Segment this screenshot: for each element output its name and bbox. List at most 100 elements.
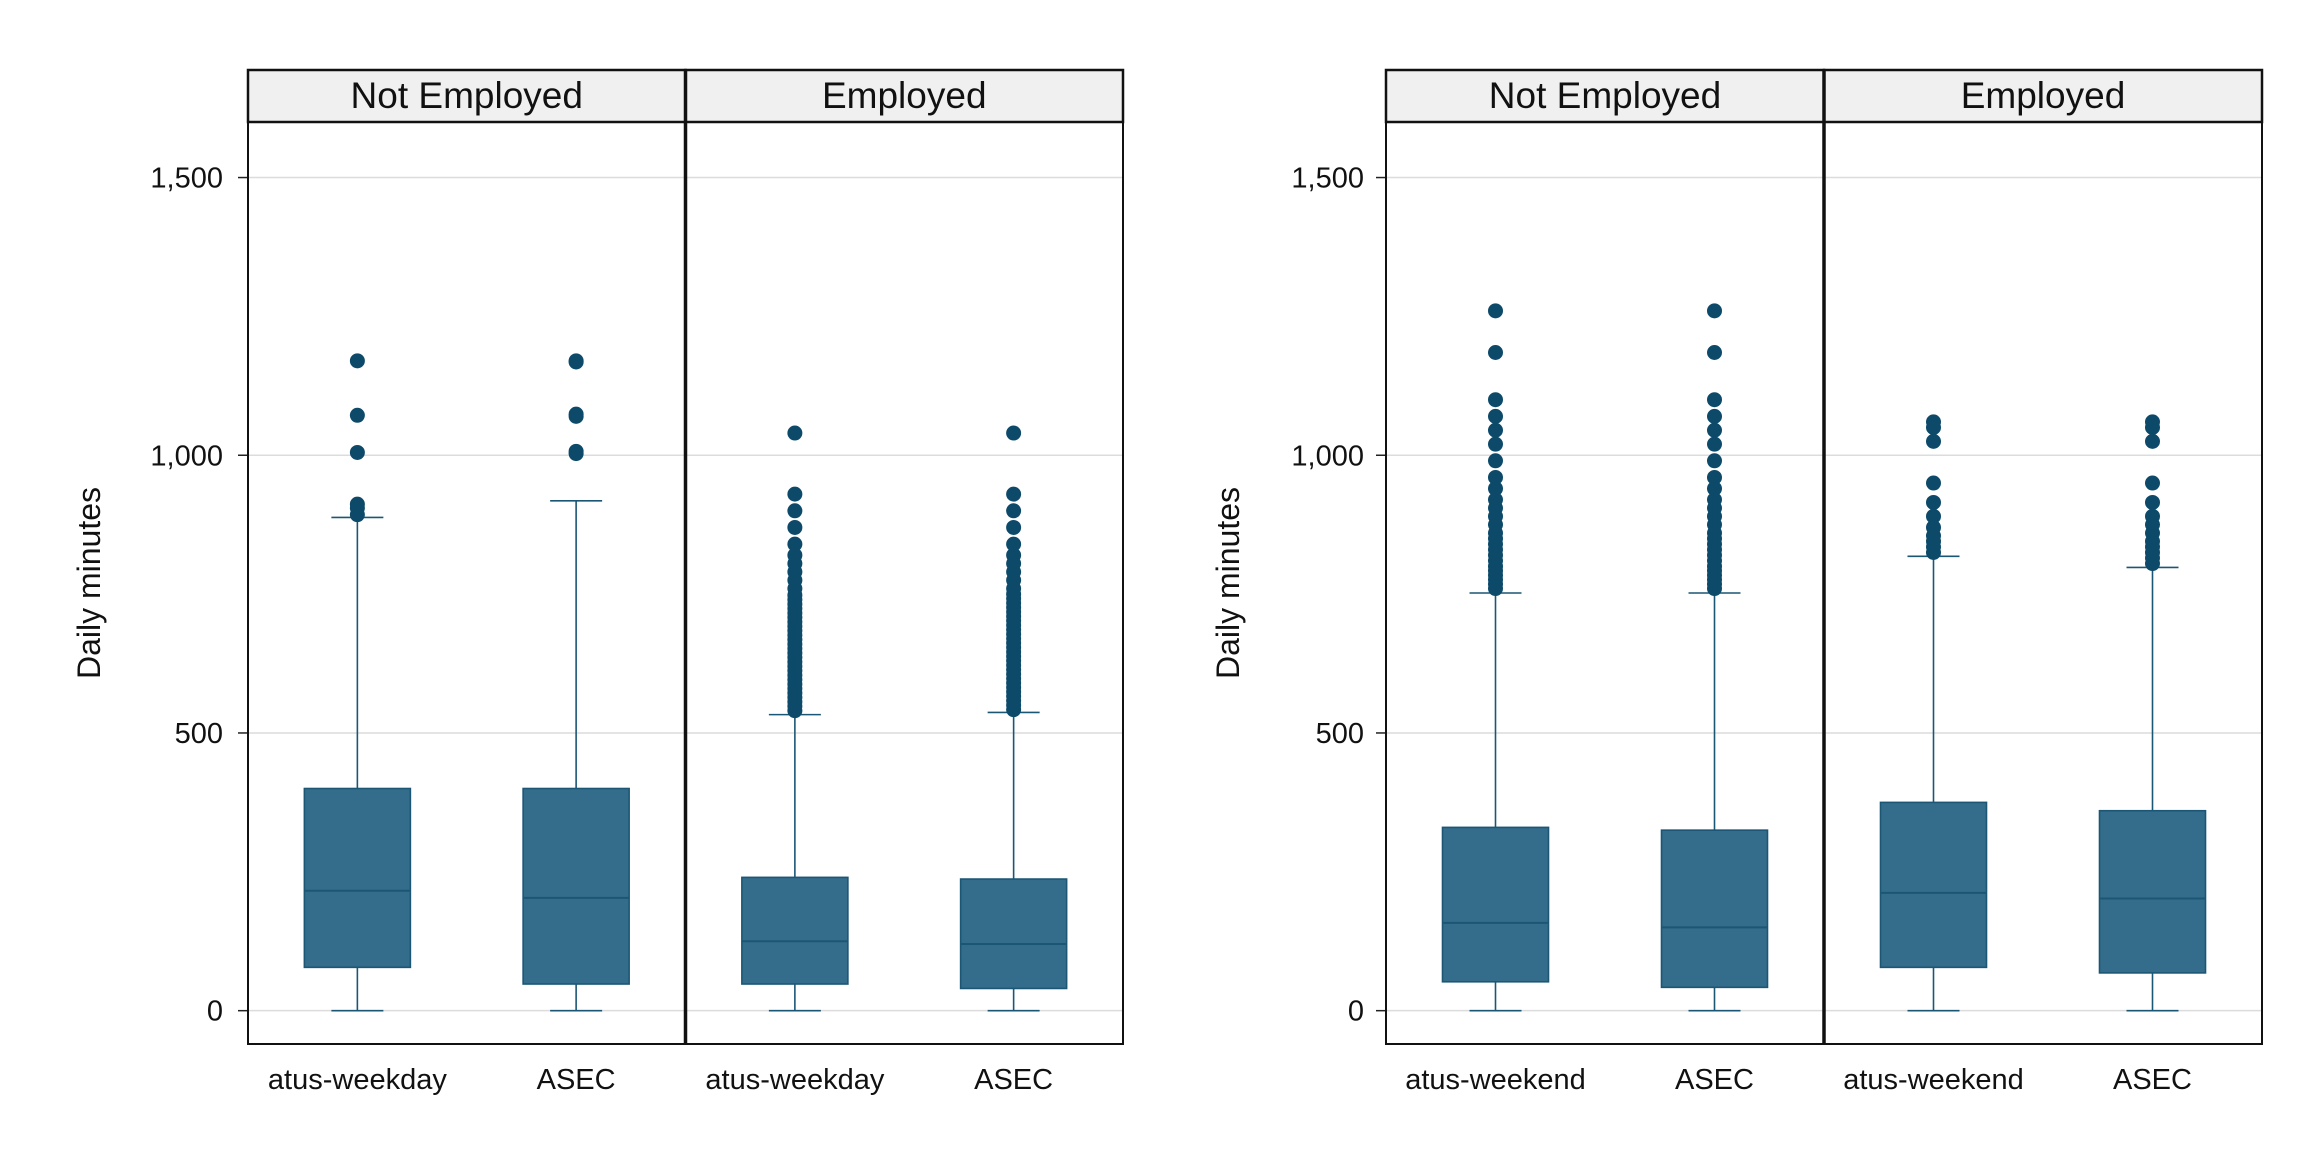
outlier-point xyxy=(2145,508,2160,524)
outlier-point xyxy=(1707,469,1722,485)
outlier-point xyxy=(1006,486,1022,502)
outlier-point xyxy=(1006,547,1022,563)
y-tick-label: 1,500 xyxy=(150,163,223,195)
y-tick-label: 0 xyxy=(1348,996,1364,1028)
panel-title: Employed xyxy=(822,75,987,116)
box-2 xyxy=(959,425,1068,1012)
outlier-point xyxy=(787,536,803,552)
panel-strip xyxy=(246,68,687,124)
outlier-point xyxy=(1488,469,1503,485)
outlier-point xyxy=(568,443,584,459)
outlier-point xyxy=(1488,492,1503,508)
panel-1: Not Employed atus-weekday ASEC xyxy=(246,68,687,1096)
outlier-point xyxy=(1488,408,1503,424)
x-tick-label: atus-weekend xyxy=(1843,1064,2024,1096)
x-tick-label: ASEC xyxy=(1675,1064,1754,1096)
panel-title: Not Employed xyxy=(351,75,583,116)
box-2 xyxy=(2098,414,2207,1012)
box-iqr xyxy=(1879,801,1988,969)
outlier-point xyxy=(349,353,365,369)
outlier-point xyxy=(1488,453,1503,469)
outlier-point xyxy=(1707,422,1722,438)
outlier-point xyxy=(1926,433,1941,449)
y-tick-label: 1,500 xyxy=(1291,163,1364,195)
box-1 xyxy=(303,353,412,1012)
y-tick-label: 500 xyxy=(1316,718,1364,750)
box-iqr xyxy=(303,787,412,969)
x-tick-label: ASEC xyxy=(974,1064,1053,1096)
chart-2: 0 500 1,000 1,500 Daily minutes Not Employed a… xyxy=(1210,68,2264,1096)
outlier-point xyxy=(2145,494,2160,510)
outlier-point xyxy=(1006,425,1022,441)
outlier-point xyxy=(1488,345,1503,360)
outlier-point xyxy=(1707,481,1722,497)
y-axis-label: Daily minutes xyxy=(71,487,107,679)
outlier-point xyxy=(1707,492,1722,508)
outlier-point xyxy=(1488,422,1503,438)
y-axis-label: Daily minutes xyxy=(1210,487,1246,679)
x-tick-label: atus-weekend xyxy=(1405,1064,1586,1096)
outlier-point xyxy=(1006,536,1022,552)
chart-1: 0 500 1,000 1,500 Daily minutes Not Employed a… xyxy=(71,68,1125,1096)
outlier-point xyxy=(1488,436,1503,452)
panel-1: Not Employed atus-weekend ASEC xyxy=(1384,68,1826,1096)
outlier-point xyxy=(349,496,365,512)
outlier-point xyxy=(1707,392,1722,408)
outlier-point xyxy=(1707,345,1722,360)
x-tick-label: ASEC xyxy=(537,1064,616,1096)
box-iqr xyxy=(522,787,630,985)
panel-strip xyxy=(1822,68,2264,124)
outlier-point xyxy=(787,503,803,519)
outlier-point xyxy=(568,353,584,369)
panel-strip xyxy=(684,68,1125,124)
box-2 xyxy=(522,353,630,1012)
outlier-point xyxy=(787,486,803,502)
box-iqr xyxy=(1441,826,1550,983)
y-tick-label: 500 xyxy=(175,718,223,750)
outlier-point xyxy=(349,407,365,423)
outlier-point xyxy=(2145,414,2160,430)
box-1 xyxy=(1879,414,1988,1012)
panel-2: Employed atus-weekday ASEC xyxy=(684,68,1125,1096)
box-iqr xyxy=(1660,829,1769,989)
box-iqr xyxy=(2098,809,2207,974)
outlier-point xyxy=(1488,392,1503,408)
outlier-point xyxy=(349,444,365,460)
panel-title: Not Employed xyxy=(1489,75,1721,116)
x-tick-label: ASEC xyxy=(2113,1064,2192,1096)
box-2 xyxy=(1660,303,1769,1012)
panel-strip xyxy=(1384,68,1826,124)
outlier-point xyxy=(1926,414,1941,430)
outlier-point xyxy=(1926,519,1941,535)
outlier-point xyxy=(1926,494,1941,510)
x-tick-label: atus-weekday xyxy=(268,1064,447,1096)
box-iqr xyxy=(959,878,1068,990)
box-1 xyxy=(1441,303,1550,1012)
outlier-point xyxy=(1707,436,1722,452)
y-tick-label: 1,000 xyxy=(1291,440,1364,472)
outlier-point xyxy=(1926,475,1941,491)
outlier-point xyxy=(787,425,803,441)
outlier-point xyxy=(1006,519,1022,535)
outlier-point xyxy=(1707,453,1722,469)
y-tick-label: 0 xyxy=(207,996,223,1028)
outlier-point xyxy=(1006,503,1022,519)
panel-2: Employed atus-weekend ASEC xyxy=(1822,68,2264,1096)
panel-title: Employed xyxy=(1961,75,2126,116)
outlier-point xyxy=(2145,475,2160,491)
box-iqr xyxy=(741,876,849,985)
outlier-point xyxy=(1488,303,1503,319)
outlier-point xyxy=(2145,433,2160,449)
outlier-point xyxy=(1926,508,1941,524)
outlier-point xyxy=(787,519,803,535)
outlier-point xyxy=(787,547,803,563)
outlier-point xyxy=(1488,481,1503,497)
box-1 xyxy=(741,425,849,1012)
outlier-point xyxy=(568,406,584,422)
x-tick-label: atus-weekday xyxy=(705,1064,884,1096)
y-tick-label: 1,000 xyxy=(150,440,223,472)
outlier-point xyxy=(1707,303,1722,319)
outlier-point xyxy=(1707,408,1722,424)
